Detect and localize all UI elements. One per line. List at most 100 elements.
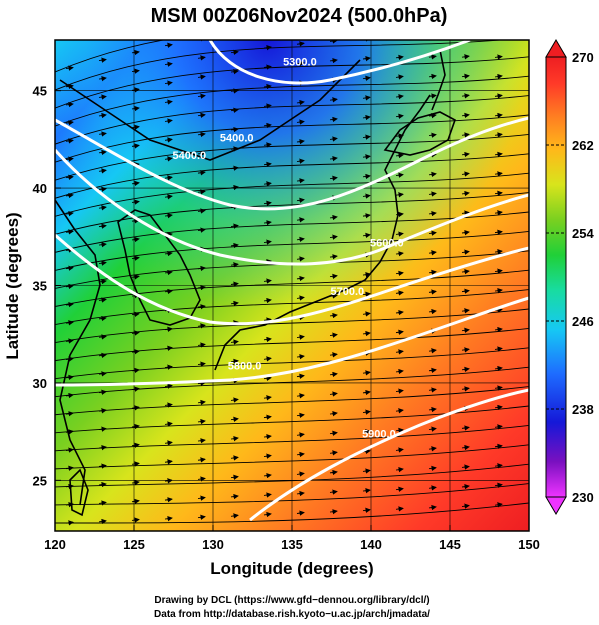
plot-area: 5300.0 5400.0 5400.0 5600.0 5700.0 5800.0 5900… <box>55 28 529 531</box>
y-tick-label: 35 <box>33 279 47 294</box>
x-axis-label: Longitude (degrees) <box>210 559 373 578</box>
wind-arrow <box>428 230 437 236</box>
wind-streamline <box>55 483 529 506</box>
wind-arrow <box>98 205 107 211</box>
wind-arrow <box>428 73 437 80</box>
wind-arrow <box>428 485 437 491</box>
wind-arrow <box>494 326 503 333</box>
wind-arrow <box>65 101 74 108</box>
wind-arrow <box>263 336 272 343</box>
wind-arrow <box>395 152 404 159</box>
wind-arrow <box>296 119 305 125</box>
wind-arrow <box>197 457 206 463</box>
wind-arrow <box>461 503 470 509</box>
wind-arrow <box>164 383 173 389</box>
wind-arrow <box>296 99 305 106</box>
wind-streamline <box>55 308 529 344</box>
wind-arrow <box>461 366 470 373</box>
wind-arrow <box>263 356 272 362</box>
wind-arrow <box>329 214 338 221</box>
chart-title: MSM 00Z06Nov2024 (500.0hPa) <box>151 5 448 27</box>
wind-arrow <box>65 283 74 290</box>
wind-arrow <box>329 509 338 515</box>
wind-arrow <box>98 223 107 229</box>
colorbar-label: 230 <box>572 490 594 505</box>
wind-arrow <box>365 40 371 42</box>
wind-arrow <box>264 28 271 29</box>
wind-arrow <box>395 506 404 512</box>
wind-arrow <box>263 317 272 323</box>
y-tick-label: 45 <box>33 84 47 99</box>
wind-arrow <box>263 492 272 498</box>
wind-arrow <box>395 329 404 335</box>
wind-arrow <box>494 385 503 391</box>
colorbar-top-arrow <box>545 39 567 58</box>
wind-arrow <box>98 112 107 119</box>
wind-arrow <box>494 365 503 372</box>
x-tick-label: 130 <box>202 537 224 552</box>
wind-arrow <box>428 465 437 472</box>
wind-arrow <box>296 373 305 379</box>
wind-arrow <box>98 334 107 340</box>
wind-arrow <box>230 184 239 191</box>
wind-arrow <box>131 49 140 56</box>
wind-arrow <box>230 165 239 171</box>
wind-arrow <box>164 459 173 465</box>
wind-arrow <box>494 268 503 274</box>
wind-arrow <box>296 354 305 360</box>
coastline-sakhalin <box>431 49 446 111</box>
wind-arrow <box>164 250 173 257</box>
wind-arrow <box>362 213 371 219</box>
wind-arrow <box>296 510 305 516</box>
wind-arrow <box>230 358 239 365</box>
wind-arrow <box>197 150 206 157</box>
wind-arrow <box>428 504 437 511</box>
colorbar-ticks: 270 262 254 246 238 230 <box>546 50 594 505</box>
wind-arrow <box>230 107 239 113</box>
wind-streamline <box>55 327 529 362</box>
wind-arrow <box>164 421 173 427</box>
wind-arrow <box>98 57 107 63</box>
wind-arrow <box>395 368 404 375</box>
wind-arrow <box>395 427 404 434</box>
wind-arrow <box>428 112 437 119</box>
wind-arrow <box>230 493 239 500</box>
wind-arrow <box>263 395 272 401</box>
wind-arrow <box>263 220 272 226</box>
wind-arrow <box>362 330 371 337</box>
wind-arrow <box>263 239 272 245</box>
wind-arrow <box>98 408 107 414</box>
wind-arrow <box>197 514 206 520</box>
wind-arrow <box>362 507 371 514</box>
wind-arrow <box>98 481 107 488</box>
wind-streamline <box>55 40 506 91</box>
wind-arrow <box>98 260 107 266</box>
wind-arrow <box>395 172 404 178</box>
wind-arrow <box>494 346 503 352</box>
height-contours <box>55 40 529 522</box>
wind-arrow <box>263 278 272 284</box>
wind-streamline <box>55 463 529 488</box>
wind-arrow <box>461 464 470 470</box>
wind-arrow <box>65 392 74 399</box>
wind-arrow <box>65 211 74 217</box>
wind-arrow <box>461 190 470 197</box>
wind-arrow <box>362 311 371 317</box>
wind-arrow <box>461 171 470 177</box>
wind-arrow <box>164 194 173 200</box>
wind-arrow <box>329 371 338 378</box>
wind-arrow <box>395 408 404 414</box>
wind-arrow <box>164 345 173 351</box>
wind-arrow <box>197 304 206 310</box>
wind-arrow <box>98 75 107 82</box>
wind-arrow <box>329 234 338 240</box>
wind-streamline <box>55 40 166 73</box>
wind-arrow <box>65 156 74 162</box>
wind-arrow <box>329 136 338 142</box>
wind-arrow <box>494 151 503 158</box>
wind-arrow <box>65 301 74 308</box>
wind-arrow <box>98 445 107 451</box>
colorbar: 270 262 254 246 238 230 <box>545 39 594 515</box>
wind-arrow <box>362 75 371 81</box>
wind-arrow <box>197 380 206 386</box>
